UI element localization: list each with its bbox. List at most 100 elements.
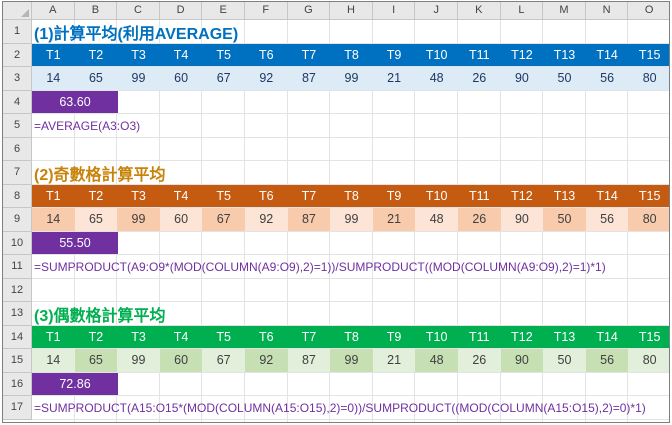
header-cell[interactable]: T15 — [638, 47, 661, 62]
row-header-15[interactable]: 15 — [3, 349, 32, 373]
header-cell[interactable]: T5 — [216, 329, 231, 344]
column-header-k[interactable]: K — [458, 2, 501, 20]
header-cell[interactable]: T8 — [344, 47, 359, 62]
value-cell[interactable]: 26 — [458, 349, 501, 372]
header-cell[interactable]: T3 — [131, 47, 146, 62]
header-cell[interactable]: T4 — [173, 47, 189, 62]
column-header-o[interactable]: O — [628, 2, 669, 20]
value-cell[interactable]: 90 — [500, 67, 544, 90]
header-cell[interactable]: T11 — [468, 329, 490, 344]
value-cell[interactable]: 21 — [372, 349, 416, 372]
header-cell[interactable]: T10 — [425, 329, 448, 344]
header-cell[interactable]: T7 — [301, 329, 317, 344]
header-cell[interactable]: T3 — [131, 329, 146, 344]
header-cell[interactable]: T15 — [638, 188, 661, 203]
row-header-7[interactable]: 7 — [3, 161, 32, 185]
value-cell[interactable]: 50 — [543, 67, 586, 90]
header-cell[interactable]: T7 — [301, 188, 317, 203]
header-cell[interactable]: T9 — [386, 47, 402, 62]
header-cell[interactable]: T6 — [259, 47, 274, 62]
value-cell[interactable]: 48 — [415, 208, 458, 231]
header-cell[interactable]: T1 — [46, 329, 61, 344]
column-header-j[interactable]: J — [415, 2, 458, 20]
column-header-i[interactable]: I — [372, 2, 416, 20]
header-cell[interactable]: T13 — [553, 329, 576, 344]
column-header-a[interactable]: A — [32, 2, 75, 20]
header-cell[interactable]: T11 — [468, 188, 490, 203]
value-cell[interactable]: 50 — [543, 349, 586, 372]
header-cell[interactable]: T8 — [344, 188, 359, 203]
value-cell[interactable]: 80 — [628, 67, 669, 90]
value-cell[interactable]: 65 — [74, 67, 118, 90]
value-cell[interactable]: 48 — [415, 67, 458, 90]
column-header-f[interactable]: F — [245, 2, 288, 20]
header-cell[interactable]: T9 — [386, 188, 402, 203]
value-cell[interactable]: 67 — [202, 349, 245, 372]
row-header-13[interactable]: 13 — [3, 302, 32, 326]
header-cell[interactable]: T12 — [511, 188, 533, 203]
value-cell[interactable]: 21 — [372, 67, 416, 90]
header-cell[interactable]: T10 — [425, 188, 448, 203]
column-header-l[interactable]: L — [500, 2, 544, 20]
header-cell[interactable]: T14 — [596, 47, 618, 62]
row-header-12[interactable]: 12 — [3, 278, 32, 302]
header-cell[interactable]: T12 — [511, 47, 533, 62]
column-header-d[interactable]: D — [159, 2, 203, 20]
column-header-b[interactable]: B — [74, 2, 118, 20]
column-header-h[interactable]: H — [330, 2, 373, 20]
value-cell[interactable]: 48 — [415, 349, 458, 372]
value-cell[interactable]: 99 — [330, 349, 373, 372]
average-result-cell[interactable]: 55.50 — [32, 231, 118, 254]
value-cell[interactable]: 87 — [287, 349, 331, 372]
header-cell[interactable]: T14 — [596, 329, 618, 344]
formula-text[interactable]: =SUMPRODUCT(A15:O15*(MOD(COLUMN(A15:O15)… — [34, 400, 646, 415]
value-cell[interactable]: 99 — [117, 208, 160, 231]
value-cell[interactable]: 92 — [245, 208, 288, 231]
value-cell[interactable]: 56 — [585, 349, 629, 372]
row-header-3[interactable]: 3 — [3, 67, 32, 91]
value-cell[interactable]: 92 — [245, 67, 288, 90]
header-cell[interactable]: T4 — [173, 188, 189, 203]
row-header-1[interactable]: 1 — [3, 20, 32, 44]
header-cell[interactable]: T10 — [425, 47, 448, 62]
value-cell[interactable]: 26 — [458, 208, 501, 231]
average-result-cell[interactable]: 72.86 — [32, 372, 118, 395]
row-header-17[interactable]: 17 — [3, 396, 32, 420]
value-cell[interactable]: 92 — [245, 349, 288, 372]
column-header-c[interactable]: C — [117, 2, 160, 20]
column-header-e[interactable]: E — [202, 2, 245, 20]
value-cell[interactable]: 56 — [585, 67, 629, 90]
header-cell[interactable]: T6 — [259, 188, 274, 203]
value-cell[interactable]: 99 — [117, 67, 160, 90]
value-cell[interactable]: 90 — [500, 349, 544, 372]
header-cell[interactable]: T11 — [468, 47, 490, 62]
column-header-m[interactable]: M — [543, 2, 586, 20]
value-cell[interactable]: 65 — [74, 208, 118, 231]
header-cell[interactable]: T4 — [173, 329, 189, 344]
value-cell[interactable]: 60 — [159, 208, 203, 231]
header-cell[interactable]: T8 — [344, 329, 359, 344]
formula-text[interactable]: =SUMPRODUCT(A9:O9*(MOD(COLUMN(A9:O9),2)=… — [34, 259, 606, 274]
value-cell[interactable]: 99 — [117, 349, 160, 372]
value-cell[interactable]: 67 — [202, 67, 245, 90]
header-cell[interactable]: T2 — [88, 329, 104, 344]
header-cell[interactable]: T7 — [301, 47, 317, 62]
header-cell[interactable]: T5 — [216, 188, 231, 203]
header-cell[interactable]: T12 — [511, 329, 533, 344]
row-header-9[interactable]: 9 — [3, 208, 32, 232]
row-header-6[interactable]: 6 — [3, 137, 32, 161]
row-header-16[interactable]: 16 — [3, 372, 32, 396]
value-cell[interactable]: 87 — [287, 208, 331, 231]
value-cell[interactable]: 67 — [202, 208, 245, 231]
value-cell[interactable]: 80 — [628, 208, 669, 231]
value-cell[interactable]: 99 — [330, 67, 373, 90]
row-header-11[interactable]: 11 — [3, 255, 32, 279]
header-cell[interactable]: T6 — [259, 329, 274, 344]
header-cell[interactable]: T1 — [46, 188, 61, 203]
row-header-2[interactable]: 2 — [3, 43, 32, 67]
header-cell[interactable]: T14 — [596, 188, 618, 203]
header-cell[interactable]: T15 — [638, 329, 661, 344]
value-cell[interactable]: 80 — [628, 349, 669, 372]
value-cell[interactable]: 50 — [543, 208, 586, 231]
column-header-g[interactable]: G — [287, 2, 331, 20]
